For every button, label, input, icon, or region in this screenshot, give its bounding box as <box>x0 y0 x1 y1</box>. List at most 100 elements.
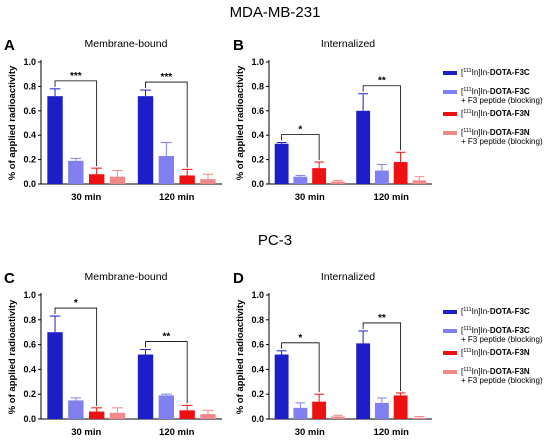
panel-B: B Internalized % of applied radioactivity 0… <box>233 37 432 203</box>
bar <box>109 412 126 419</box>
bar <box>109 176 126 184</box>
bar <box>137 354 154 419</box>
legend-label-line2: + F3 peptide (blocking) <box>461 376 543 385</box>
y-tick-label: 0.6 <box>23 340 36 350</box>
legend-label: [111In]In-DOTA-F3N <box>461 367 530 376</box>
y-tick-label: 0.0 <box>23 179 36 189</box>
significance-bracket <box>54 80 98 167</box>
bar <box>393 395 408 419</box>
bar <box>312 401 327 419</box>
significance-label: ** <box>378 313 386 324</box>
bar <box>274 143 289 184</box>
bar <box>47 332 63 419</box>
significance-bracket <box>145 81 188 168</box>
legend-label-line2: + F3 peptide (blocking) <box>461 137 543 146</box>
y-tick-label: 0.2 <box>251 155 264 165</box>
bar <box>200 179 216 184</box>
bar <box>68 400 84 419</box>
y-tick-label: 0.8 <box>23 81 36 91</box>
y-tick-label: 0.2 <box>23 155 36 165</box>
panel-title: Internalized <box>321 271 375 283</box>
panel-D: D Internalized % of applied radioactivity 0… <box>233 270 432 438</box>
x-category-label: 120 min <box>159 427 195 438</box>
bar <box>88 174 105 184</box>
panel-letter: C <box>4 270 15 287</box>
bar <box>312 168 327 184</box>
x-category-label: 120 min <box>159 192 195 203</box>
row-title-top: MDA-MB-231 <box>230 4 321 21</box>
panel-letter: D <box>233 270 244 287</box>
bar <box>293 176 308 184</box>
panel-letter: B <box>233 37 244 54</box>
legend-swatch <box>443 112 457 116</box>
bar <box>393 162 408 184</box>
y-tick-label: 0.4 <box>251 130 264 140</box>
bar <box>412 180 427 184</box>
significance-bracket <box>145 341 188 404</box>
bar <box>88 411 105 419</box>
bar <box>274 354 289 419</box>
y-tick-label: 1.0 <box>23 57 36 67</box>
bar <box>293 407 308 419</box>
significance-label: * <box>298 333 302 344</box>
legend-top: [111In]In-DOTA-F3C[111In]In-DOTA-F3C+ F3… <box>443 68 543 146</box>
bar <box>374 170 389 184</box>
panel-title: Membrane-bound <box>85 271 168 283</box>
legend-label-line2: + F3 peptide (blocking) <box>461 335 543 344</box>
bar <box>179 175 195 184</box>
panel-letter: A <box>4 37 15 54</box>
x-category-label: 120 min <box>374 192 410 203</box>
y-tick-label: 0.0 <box>251 414 264 424</box>
legend-swatch <box>443 310 457 314</box>
panel-C: C Membrane-bound % of applied radioactivit… <box>4 270 222 438</box>
legend-swatch <box>443 90 457 94</box>
significance-label: * <box>74 298 78 309</box>
y-tick-label: 0.4 <box>251 364 264 374</box>
x-category-label: 30 min <box>295 192 325 203</box>
y-axis-label: % of applied radioactivity <box>235 65 246 180</box>
significance-bracket <box>281 134 320 161</box>
y-tick-label: 0.6 <box>251 106 264 116</box>
legend-label: [111In]In-DOTA-F3C <box>461 326 530 335</box>
significance-label: ** <box>162 332 170 343</box>
bar <box>137 96 154 184</box>
legend-label: [111In]In-DOTA-F3N <box>461 128 530 137</box>
legend-label: [111In]In-DOTA-F3C <box>461 68 530 77</box>
y-tick-label: 0.2 <box>251 389 264 399</box>
bar <box>374 402 389 419</box>
bar <box>47 96 63 184</box>
legend-swatch <box>443 329 457 333</box>
bar <box>158 395 175 419</box>
bar <box>330 181 345 184</box>
significance-bracket <box>362 322 402 391</box>
y-tick-label: 0.4 <box>23 364 36 374</box>
bar <box>68 160 84 184</box>
significance-label: * <box>298 125 302 136</box>
y-tick-label: 0.4 <box>23 130 36 140</box>
x-category-label: 30 min <box>71 192 101 203</box>
legend-label: [111In]In-DOTA-F3C <box>461 307 530 316</box>
legend-label: [111In]In-DOTA-F3C <box>461 87 530 96</box>
y-tick-label: 0.8 <box>251 315 264 325</box>
legend-label-line2: + F3 peptide (blocking) <box>461 96 543 105</box>
bar <box>356 343 371 419</box>
legend-label: [111In]In-DOTA-F3N <box>461 109 530 118</box>
significance-label: *** <box>70 71 82 82</box>
y-tick-label: 0.8 <box>23 315 36 325</box>
y-tick-label: 0.0 <box>23 414 36 424</box>
y-tick-label: 0.6 <box>23 106 36 116</box>
legend-swatch <box>443 71 457 75</box>
y-tick-label: 0.2 <box>23 389 36 399</box>
panel-A: A Membrane-bound % of applied radioactivit… <box>4 37 222 203</box>
y-tick-label: 0.8 <box>251 81 264 91</box>
legend-bottom: [111In]In-DOTA-F3C[111In]In-DOTA-F3C+ F3… <box>443 307 543 385</box>
significance-bracket <box>54 307 98 406</box>
bar <box>330 416 345 419</box>
legend-swatch <box>443 370 457 374</box>
bar <box>356 110 371 184</box>
y-tick-label: 0.6 <box>251 340 264 350</box>
bar <box>179 410 195 419</box>
significance-label: ** <box>378 76 386 87</box>
y-axis-label: % of applied radioactivity <box>7 299 18 414</box>
